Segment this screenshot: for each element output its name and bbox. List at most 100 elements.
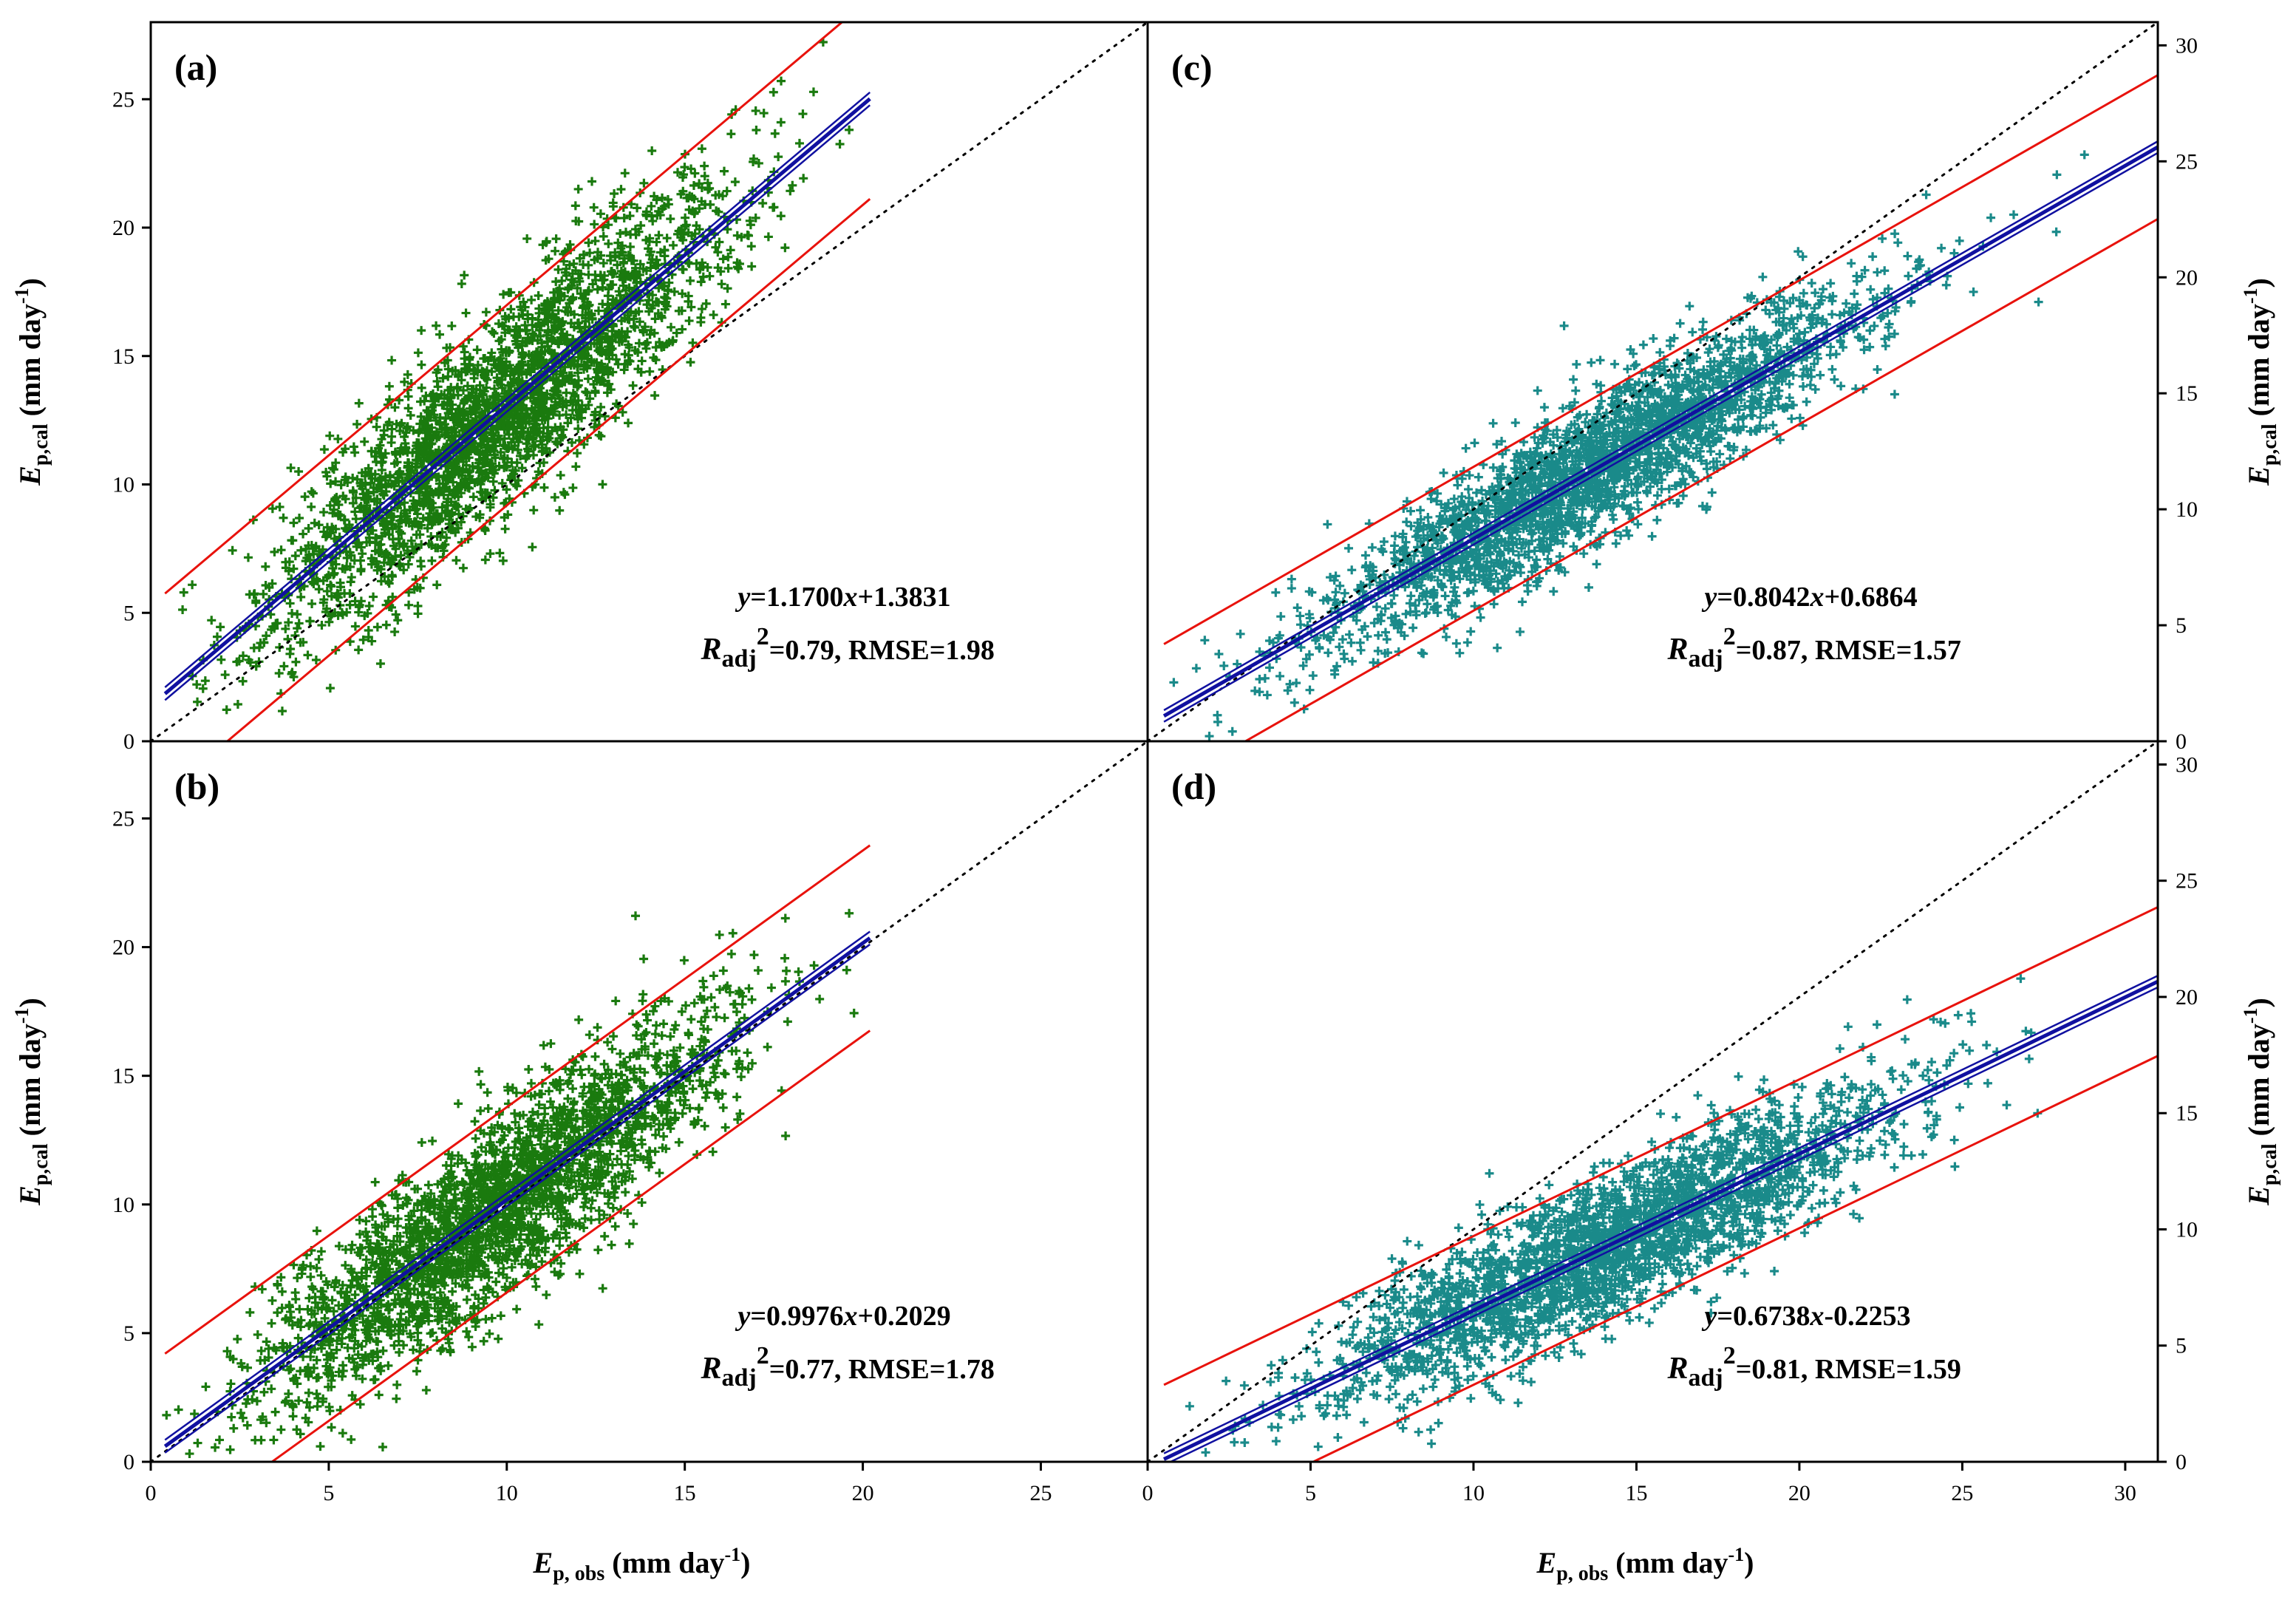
data-point (684, 1028, 693, 1038)
data-point (452, 416, 462, 426)
data-point (405, 472, 415, 481)
data-point (413, 455, 423, 465)
data-point (375, 659, 385, 669)
data-point (312, 1355, 321, 1365)
data-point (325, 500, 335, 510)
data-point (552, 1196, 562, 1205)
data-point (429, 432, 438, 442)
data-point (763, 232, 773, 242)
data-point (551, 397, 560, 406)
data-point (268, 622, 278, 631)
data-point (539, 409, 548, 418)
data-point (392, 503, 402, 513)
data-point (420, 497, 429, 507)
data-point (376, 539, 386, 549)
data-point (306, 1368, 316, 1378)
data-point (597, 338, 607, 347)
data-point (603, 381, 613, 391)
prediction-lower-line (225, 198, 871, 741)
data-point (663, 1050, 672, 1060)
data-point (678, 324, 687, 334)
data-point (637, 356, 647, 366)
data-point (387, 355, 397, 365)
data-point (427, 439, 437, 449)
data-point (287, 1400, 297, 1410)
data-point (747, 262, 757, 271)
data-point (352, 419, 362, 429)
data-point (282, 1396, 291, 1406)
data-point (540, 1247, 550, 1257)
data-point (574, 1176, 584, 1185)
data-point (555, 1085, 565, 1095)
data-point (326, 479, 335, 488)
data-point (456, 1272, 466, 1281)
data-point (317, 621, 327, 630)
data-point (245, 1307, 255, 1317)
data-point (697, 197, 706, 206)
data-point (386, 1330, 395, 1340)
data-point (553, 265, 563, 274)
data-point (304, 524, 313, 534)
data-point (324, 1369, 333, 1379)
data-point (290, 630, 300, 640)
data-point (430, 1293, 440, 1303)
data-point (656, 311, 666, 321)
data-point (387, 1191, 397, 1200)
data-point (511, 480, 520, 489)
data-point (370, 1327, 380, 1336)
data-point (718, 191, 727, 201)
data-point (425, 1281, 435, 1290)
data-point (685, 1103, 695, 1113)
data-point (727, 1046, 737, 1056)
data-point (293, 1273, 302, 1283)
data-point (494, 319, 503, 328)
data-point (555, 1241, 565, 1250)
data-point (763, 1042, 772, 1052)
data-point (769, 202, 779, 212)
data-point (845, 908, 854, 918)
data-point (188, 580, 197, 590)
data-point (500, 513, 509, 522)
data-point (473, 361, 483, 370)
data-point (454, 1255, 463, 1264)
data-point (287, 609, 297, 619)
data-point (649, 353, 658, 362)
data-point (256, 1415, 265, 1425)
data-point (361, 1216, 371, 1226)
data-point (573, 184, 583, 194)
data-point (835, 140, 845, 149)
data-point (429, 1194, 439, 1204)
data-point (399, 1341, 409, 1350)
data-point (572, 1189, 582, 1199)
data-point (684, 205, 694, 214)
data-point (515, 326, 525, 336)
data-point (380, 572, 389, 582)
data-point (556, 1259, 566, 1268)
data-point (409, 1206, 419, 1216)
data-point (681, 1095, 690, 1105)
data-point (568, 1106, 578, 1114)
data-point (178, 605, 188, 615)
data-point (351, 1371, 361, 1381)
data-point (310, 518, 319, 528)
data-point (329, 1307, 338, 1316)
data-point (474, 448, 484, 457)
data-point (238, 1413, 248, 1423)
data-point (656, 1068, 666, 1078)
data-point (542, 236, 551, 246)
data-point (663, 195, 672, 205)
data-point (319, 595, 329, 605)
data-point (308, 488, 318, 498)
data-point (516, 1230, 525, 1239)
data-point (483, 1088, 492, 1097)
data-point (524, 435, 534, 444)
data-point (355, 503, 364, 513)
data-point (524, 412, 534, 422)
data-point (491, 1229, 501, 1239)
data-point (633, 203, 642, 213)
data-point (673, 168, 683, 177)
data-point (531, 353, 541, 363)
data-point (620, 253, 630, 263)
data-point (657, 342, 667, 352)
data-point (478, 1260, 488, 1270)
